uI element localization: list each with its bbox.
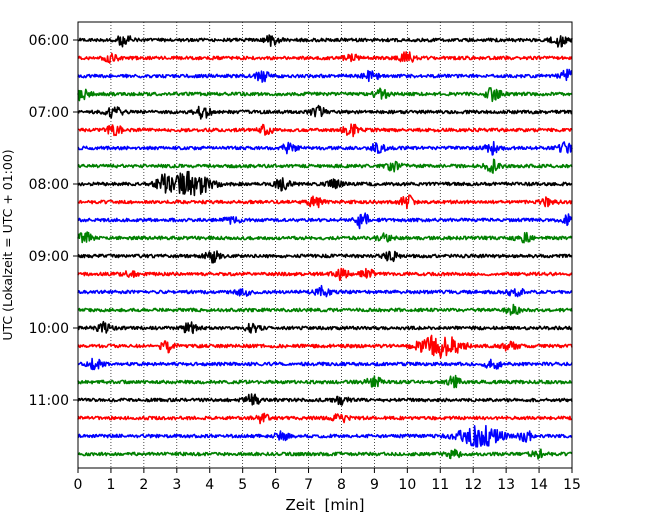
seismogram-trace	[77, 170, 573, 197]
x-gridlines	[110, 22, 540, 468]
seismogram-trace	[77, 123, 573, 138]
x-axis-label: Zeit [min]	[285, 496, 364, 514]
y-tick-label: 06:00	[29, 33, 69, 49]
x-tick-label: 12	[464, 477, 482, 493]
seismogram-trace	[77, 284, 573, 298]
y-tick-label: 11:00	[29, 393, 69, 409]
y-tick-label: 09:00	[29, 249, 69, 265]
seismogram-trace	[77, 194, 573, 210]
x-tick-label: 3	[172, 477, 181, 493]
seismogram-trace	[77, 357, 573, 371]
seismogram-trace	[77, 412, 573, 425]
seismogram-trace	[77, 104, 573, 120]
x-tick-label: 6	[271, 477, 280, 493]
x-tick-label: 2	[139, 477, 148, 493]
seismogram-trace	[77, 212, 573, 230]
seismogram-trace	[77, 68, 573, 83]
seismogram-trace	[77, 448, 573, 460]
y-tick-label: 07:00	[29, 105, 69, 121]
y-tick-label: 10:00	[29, 321, 69, 337]
plot-frame	[77, 21, 573, 469]
seismogram-trace	[77, 334, 573, 359]
x-tick-label: 15	[563, 477, 581, 493]
x-tick-label: 5	[238, 477, 247, 493]
x-tick-label: 7	[304, 477, 313, 493]
x-tick-label: 4	[205, 477, 214, 493]
seismogram-trace	[77, 374, 573, 389]
seismogram-trace	[77, 87, 573, 103]
x-tick-label: 0	[74, 477, 83, 493]
seismogram-trace	[77, 320, 573, 335]
x-tick-label: 11	[431, 477, 449, 493]
seismogram-traces	[77, 34, 573, 460]
x-tick-label: 1	[106, 477, 115, 493]
y-tick-label: 08:00	[29, 177, 69, 193]
seismogram-trace	[77, 51, 573, 64]
seismogram-trace	[77, 231, 573, 244]
x-tick-label: 8	[337, 477, 346, 493]
seismogram-trace	[77, 267, 573, 282]
seismogram-trace	[77, 140, 573, 156]
x-tick-label: 9	[370, 477, 379, 493]
x-axis-ticks: 0 1 2 3 4 5 6 7 8 9 10 11 12 13 14 15	[74, 468, 581, 493]
seismogram-trace	[77, 393, 573, 406]
seismogram-trace	[77, 424, 573, 448]
y-axis-label: UTC (Lokalzeit = UTC + 01:00)	[0, 149, 15, 340]
y-axis-ticks: 06:00 07:00 08:00 09:00 10:00 11:00	[29, 33, 78, 409]
seismogram-trace	[77, 158, 573, 174]
seismogram-trace	[77, 34, 573, 48]
seismogram-trace	[77, 303, 573, 316]
x-tick-label: 13	[497, 477, 515, 493]
x-tick-label: 10	[398, 477, 416, 493]
seismogram-trace	[77, 250, 573, 264]
x-tick-label: 14	[530, 477, 548, 493]
